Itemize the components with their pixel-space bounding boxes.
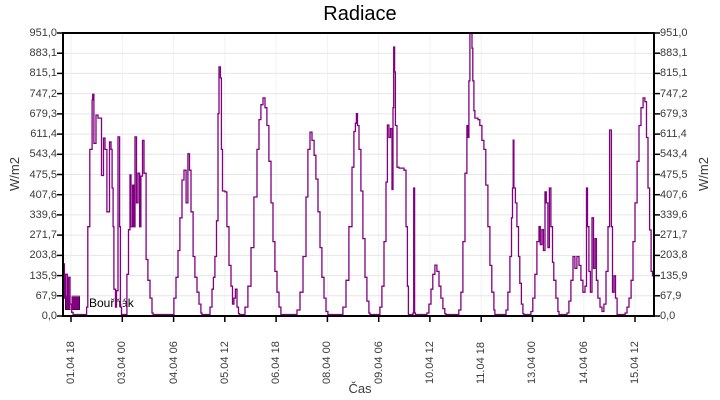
x-axis-title: Čas — [348, 381, 372, 396]
series-line — [63, 32, 655, 316]
chart-title: Radiace — [323, 3, 397, 25]
